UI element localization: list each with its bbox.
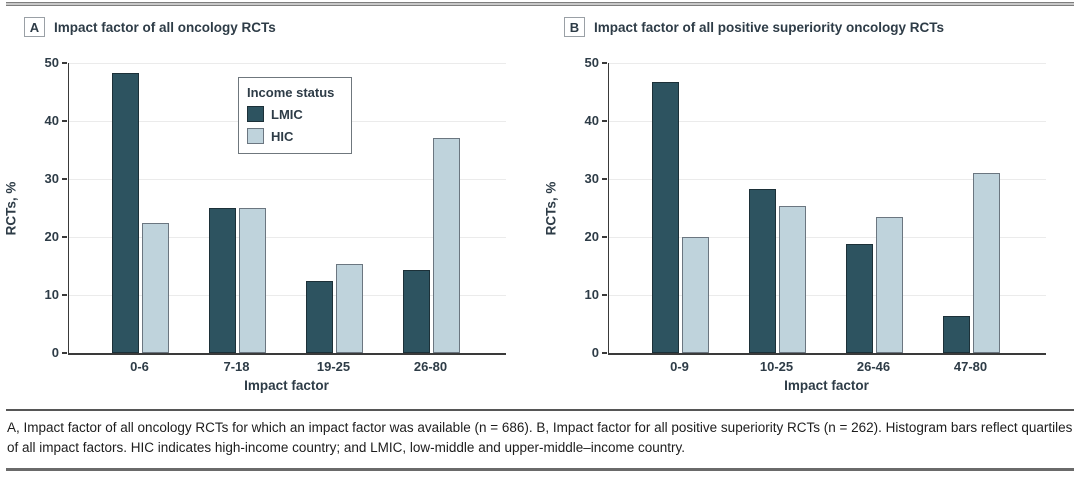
gridline-30 (69, 178, 506, 180)
y-tick-mark-0 (602, 352, 607, 354)
y-tick-label-40: 40 (584, 113, 599, 128)
bar-lmic-26-46 (846, 243, 873, 353)
bar-lmic-47-80 (943, 316, 970, 353)
y-tick-label-50: 50 (44, 55, 59, 70)
bar-lmic-0-6 (112, 73, 139, 353)
figure-caption: A, Impact factor of all oncology RCTs fo… (7, 420, 1073, 455)
gridline-50 (69, 62, 506, 64)
panel-a-title: Impact factor of all oncology RCTs (54, 19, 276, 35)
bar-hic-0-6 (142, 222, 169, 353)
x-tick-label-47-80: 47-80 (953, 359, 988, 374)
legend-row-lmic: LMIC (247, 106, 343, 122)
y-tick-mark-50 (62, 62, 67, 64)
gridline-20 (609, 236, 1046, 238)
panel-a: A Impact factor of all oncology RCTs RCT… (0, 0, 540, 404)
panel-a-label-box: A (24, 17, 45, 37)
x-tick-label-0-9: 0-9 (670, 359, 689, 374)
bar-lmic-26-80 (403, 270, 430, 353)
gridline-50 (609, 62, 1046, 64)
gridline-30 (609, 178, 1046, 180)
panel-b-label: B (569, 19, 580, 35)
x-tick-label-10-25: 10-25 (759, 359, 794, 374)
gridline-20 (69, 236, 506, 238)
y-tick-mark-20 (62, 236, 67, 238)
bar-lmic-0-9 (652, 81, 679, 353)
bar-hic-19-25 (336, 263, 363, 353)
bar-lmic-7-18 (209, 208, 236, 353)
hic-swatch-icon (247, 128, 264, 144)
y-tick-label-10: 10 (44, 287, 59, 302)
y-tick-mark-10 (602, 294, 607, 296)
panel-a-header: A Impact factor of all oncology RCTs (24, 17, 276, 37)
figure-top-rule (6, 2, 1074, 6)
caption-divider (6, 409, 1074, 411)
bar-hic-47-80 (973, 172, 1000, 353)
y-tick-label-50: 50 (584, 55, 599, 70)
bar-hic-7-18 (239, 208, 266, 353)
bar-lmic-10-25 (749, 189, 776, 353)
panel-b-y-axis-title: RCTs, % (543, 181, 559, 236)
y-tick-label-30: 30 (584, 171, 599, 186)
x-tick-label-19-25: 19-25 (316, 359, 351, 374)
y-tick-mark-20 (602, 236, 607, 238)
lmic-swatch-icon (247, 106, 264, 122)
y-tick-label-0: 0 (51, 345, 59, 360)
y-tick-mark-0 (62, 352, 67, 354)
y-tick-label-40: 40 (44, 113, 59, 128)
panel-b-header: B Impact factor of all positive superior… (564, 17, 944, 37)
y-tick-mark-50 (602, 62, 607, 64)
panel-a-y-axis-title: RCTs, % (3, 181, 19, 236)
y-tick-label-30: 30 (44, 171, 59, 186)
x-tick-label-26-80: 26-80 (413, 359, 448, 374)
x-tick-label-26-46: 26-46 (856, 359, 891, 374)
x-tick-label-7-18: 7-18 (223, 359, 250, 374)
gridline-10 (69, 294, 506, 296)
legend-label-lmic: LMIC (271, 106, 303, 122)
y-tick-mark-30 (62, 178, 67, 180)
panel-b-label-box: B (564, 17, 585, 37)
legend-label-hic: HIC (271, 128, 294, 144)
y-tick-mark-40 (62, 120, 67, 122)
y-tick-mark-30 (602, 178, 607, 180)
panel-b-title: Impact factor of all positive superiorit… (594, 19, 945, 35)
gridline-40 (609, 120, 1046, 122)
x-tick-label-0-6: 0-6 (130, 359, 149, 374)
panel-b-x-axis-title: Impact factor (784, 378, 869, 393)
bar-hic-10-25 (779, 206, 806, 353)
bar-lmic-19-25 (306, 280, 333, 353)
legend: Income status LMIC HIC (238, 77, 352, 154)
panel-b-plot (608, 62, 1046, 355)
panel-b: B Impact factor of all positive superior… (540, 0, 1080, 404)
y-tick-mark-40 (602, 120, 607, 122)
bar-hic-26-80 (433, 138, 460, 353)
y-tick-label-0: 0 (591, 345, 599, 360)
bar-hic-26-46 (876, 216, 903, 353)
y-tick-label-10: 10 (584, 287, 599, 302)
gridline-10 (609, 294, 1046, 296)
panel-a-plot (68, 62, 506, 355)
panel-a-x-axis-title: Impact factor (244, 378, 329, 393)
figure-bottom-rule (6, 468, 1074, 471)
y-tick-label-20: 20 (44, 229, 59, 244)
legend-row-hic: HIC (247, 128, 343, 144)
legend-title: Income status (247, 85, 335, 100)
bar-hic-0-9 (682, 237, 709, 353)
y-tick-label-20: 20 (584, 229, 599, 244)
panel-a-label: A (29, 19, 40, 35)
y-tick-mark-10 (62, 294, 67, 296)
